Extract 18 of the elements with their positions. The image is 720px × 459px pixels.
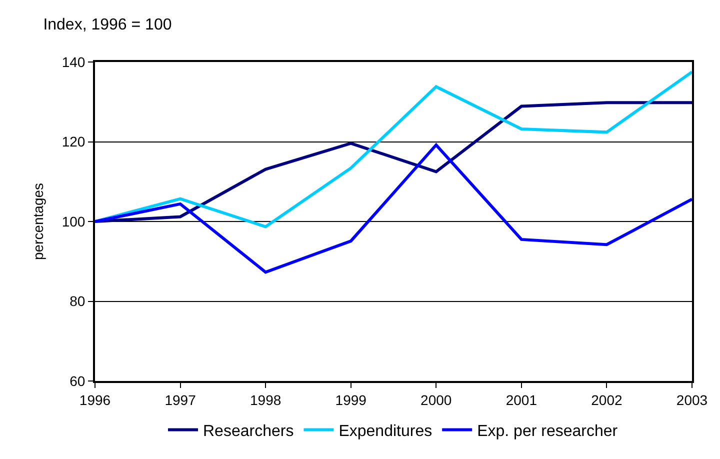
legend-label: Expenditures bbox=[338, 423, 432, 440]
x-tick-label: 2002 bbox=[591, 392, 622, 408]
x-tick-label: 2000 bbox=[420, 392, 452, 408]
x-tick-label: 1999 bbox=[335, 392, 367, 408]
x-tick-label: 1998 bbox=[250, 392, 282, 408]
legend-label: Researchers bbox=[203, 423, 294, 440]
y-tick-label: 140 bbox=[62, 54, 86, 70]
x-tick-label: 1997 bbox=[164, 392, 196, 408]
chart-title: Index, 1996 = 100 bbox=[43, 16, 172, 34]
x-tick-label: 2003 bbox=[676, 392, 708, 408]
x-tick-label: 2001 bbox=[506, 392, 538, 408]
y-tick-label: 60 bbox=[70, 372, 86, 389]
y-tick-label: 120 bbox=[62, 134, 86, 150]
y-tick-label: 100 bbox=[62, 213, 86, 230]
y-tick-label: 80 bbox=[70, 293, 86, 310]
legend-label: Exp. per researcher bbox=[477, 423, 618, 440]
x-tick-label: 1996 bbox=[79, 392, 111, 408]
y-axis-title: percentages bbox=[30, 182, 46, 260]
